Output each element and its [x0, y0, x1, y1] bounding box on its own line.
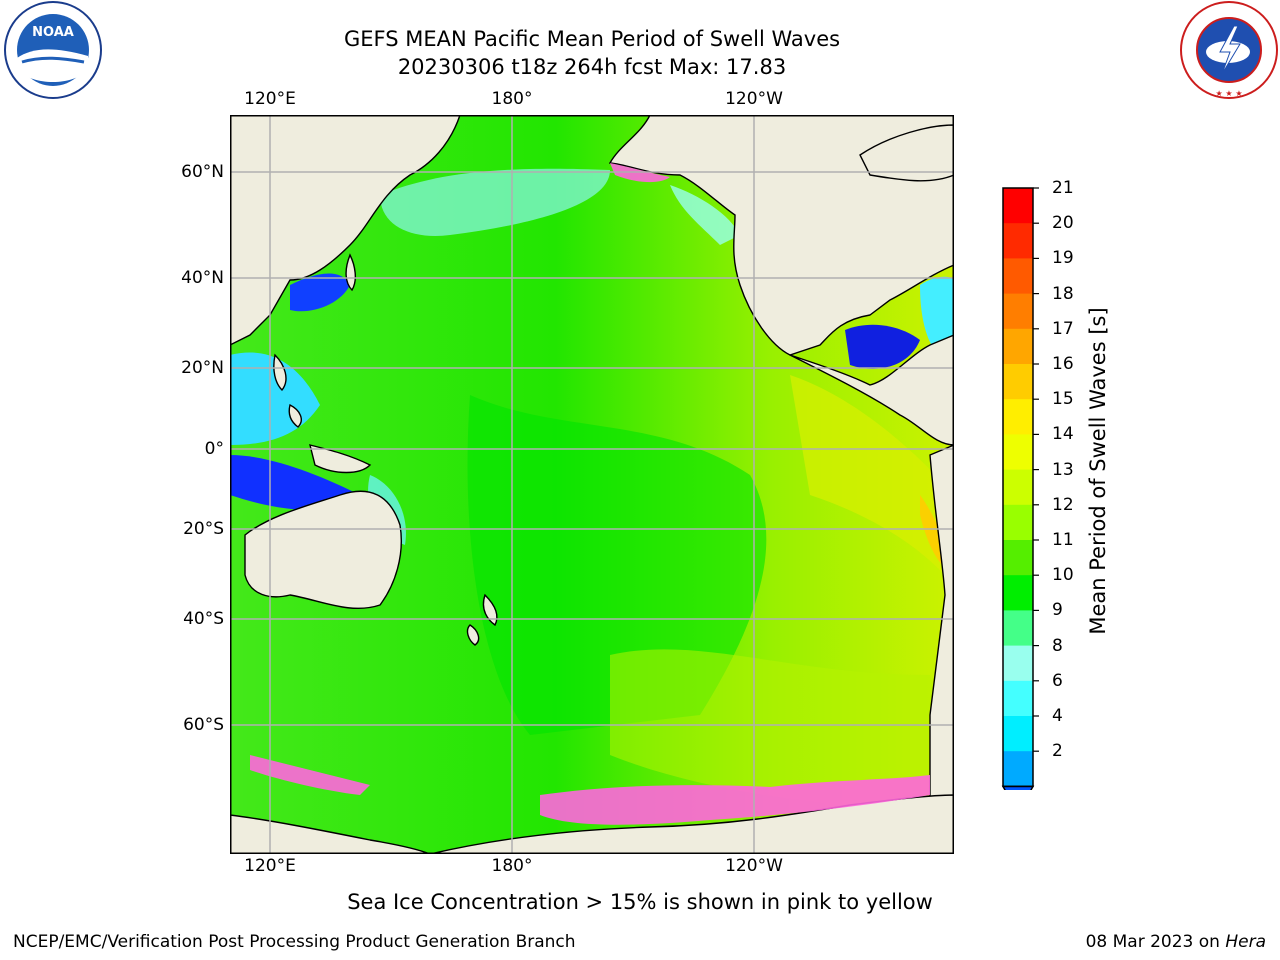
chart-subtitle: 20230306 t18z 264h fcst Max: 17.83 [397, 55, 787, 79]
colorbar-tick-label: 8 [1052, 635, 1063, 656]
colorbar-segment [1003, 680, 1033, 717]
colorbar-segment [1003, 469, 1033, 506]
colorbar-segment [1003, 434, 1033, 471]
noaa-logo: NOAA [4, 1, 102, 99]
colorbar-segment [1003, 504, 1033, 541]
ocean-japan-sea [290, 273, 350, 312]
colorbar-tick-label: 16 [1052, 354, 1074, 374]
colorbar-segment [1003, 645, 1033, 682]
chart-title: GEFS MEAN Pacific Mean Period of Swell W… [343, 27, 841, 51]
colorbar-tick-label: 19 [1052, 248, 1074, 269]
colorbar-tick-label: 20 [1052, 213, 1074, 234]
colorbar-tick-label: 6 [1052, 670, 1063, 691]
lat-label-20n: 20°N [181, 358, 224, 378]
colorbar-tick-label: 14 [1052, 424, 1074, 445]
colorbar-tick-label: 4 [1052, 706, 1063, 726]
colorbar-tick-label: 15 [1052, 389, 1074, 410]
ocean-alaska-cyan [670, 185, 740, 245]
lon-label-top-120w: 120°W [725, 89, 783, 109]
colorbar-tick-label: 12 [1052, 494, 1074, 515]
colorbar-segment [1003, 610, 1033, 647]
lon-label-top-180: 180° [491, 89, 533, 109]
colorbar-tick-label: 17 [1052, 318, 1074, 339]
map-frame [230, 115, 954, 854]
colorbar-segment [1003, 540, 1033, 576]
ocean-gulf [845, 324, 920, 369]
lon-label-bottom-120e: 120°E [244, 856, 296, 876]
sea-ice-note: Sea Ice Concentration > 15% is shown in … [347, 890, 933, 914]
ocean-north-cyan [380, 168, 610, 236]
lat-label-40s: 40°S [183, 609, 224, 629]
colorbar-tick-label: 11 [1052, 530, 1074, 550]
ocean-east [790, 375, 954, 585]
lon-label-top-120e: 120°E [244, 89, 296, 109]
ocean-band [467, 395, 767, 735]
colorbar [1001, 187, 1039, 790]
colorbar-outline [1002, 187, 1034, 788]
colorbar-segment [1003, 751, 1033, 787]
colorbar-segment [1003, 399, 1033, 435]
colorbar-segment [1003, 328, 1033, 365]
lat-label-0: 0° [204, 439, 224, 459]
colorbar-tick-label: 13 [1052, 459, 1074, 480]
footer-date-text: 08 Mar 2023 on [1085, 932, 1226, 952]
swell-period-map [230, 115, 954, 854]
colorbar-tick-label: 2 [1052, 741, 1063, 762]
footer-credit: NCEP/EMC/Verification Post Processing Pr… [13, 932, 576, 952]
lat-label-60s: 60°S [183, 715, 224, 735]
footer-machine: Hera [1225, 932, 1266, 952]
nws-logo: ★ ★ ★ [1180, 1, 1278, 99]
ocean-south [610, 649, 954, 815]
lat-label-20s: 20°S [183, 519, 224, 539]
colorbar-segment [1003, 258, 1033, 295]
svg-text:★ ★ ★: ★ ★ ★ [1215, 89, 1242, 98]
colorbar-segment [1003, 364, 1033, 400]
colorbar-segment [1003, 188, 1033, 224]
svg-text:NOAA: NOAA [32, 25, 74, 40]
lon-label-bottom-120w: 120°W [725, 856, 783, 876]
lat-label-60n: 60°N [181, 162, 224, 182]
colorbar-segment [1003, 223, 1033, 259]
colorbar-title: Mean Period of Swell Waves [s] [1086, 307, 1110, 635]
colorbar-tick-label: 9 [1052, 600, 1063, 621]
colorbar-tick-label: 18 [1052, 283, 1074, 304]
colorbar-tick-label: 10 [1052, 565, 1074, 586]
colorbar-segment [1003, 716, 1033, 752]
colorbar-tick-label: 21 [1052, 178, 1074, 198]
ocean-indonesia [230, 455, 360, 510]
colorbar-segment [1003, 575, 1033, 611]
colorbar-segment [1003, 293, 1033, 330]
lat-label-40n: 40°N [181, 268, 224, 288]
graticule [230, 115, 954, 854]
lon-label-bottom-180: 180° [491, 856, 533, 876]
footer-date: 08 Mar 2023 on Hera [1086, 932, 1266, 952]
